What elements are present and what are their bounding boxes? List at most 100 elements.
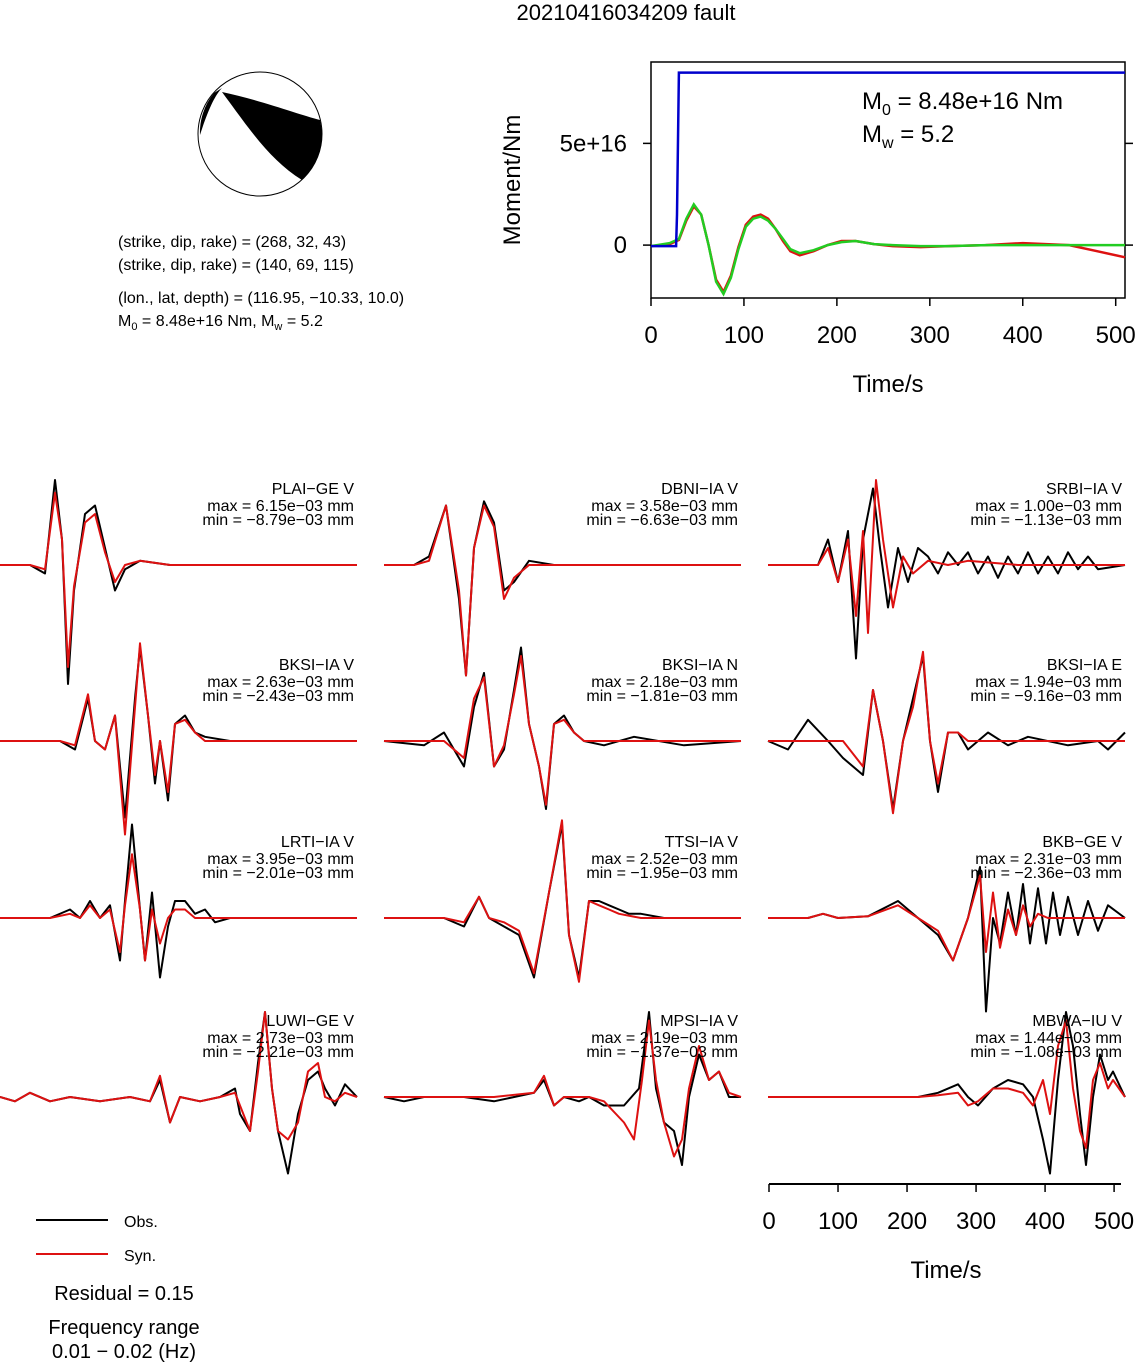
frequency-range-label: Frequency range	[48, 1317, 199, 1339]
waveform-min-label: min = −2.43e−03 mm	[202, 688, 354, 705]
waveform-x-axis-label: Time/s	[910, 1257, 981, 1284]
beachball-compressional-quadrant-2	[199, 88, 222, 135]
waveform-min-label: min = −6.63e−03 mm	[586, 512, 738, 529]
waveform-station-label: MPSI−IA V	[660, 1013, 738, 1030]
synthetic-trace	[768, 479, 1125, 634]
synthetic-trace	[768, 874, 1125, 962]
moment-series-2	[650, 204, 1126, 295]
waveform-station-label: PLAI−GE V	[272, 481, 355, 498]
waveform-max-label: max = 2.19e−03 mm	[591, 1030, 738, 1047]
waveform-max-label: max = 1.94e−03 mm	[975, 674, 1122, 691]
waveform-max-label: max = 1.00e−03 mm	[975, 498, 1122, 515]
waveform-min-label: min = −8.79e−03 mm	[202, 512, 354, 529]
legend-syn-label: Syn.	[124, 1248, 156, 1265]
waveform-station-label: BKB−GE V	[1042, 834, 1122, 851]
waveform-min-label: min = −1.37e−03 mm	[586, 1044, 738, 1061]
waveform-min-label: min = −1.95e−03 mm	[586, 865, 738, 882]
waveform-min-label: min = −9.16e−03 mm	[970, 688, 1122, 705]
mechanism-line-2: (strike, dip, rake) = (140, 69, 115)	[118, 257, 354, 274]
waveform-station-label: BKSI−IA E	[1047, 657, 1122, 674]
waveform-max-label: max = 2.73e−03 mm	[207, 1030, 354, 1047]
synthetic-trace	[384, 819, 741, 983]
waveform-min-label: min = −2.21e−03 mm	[202, 1044, 354, 1061]
waveform-max-label: max = 2.31e−03 mm	[975, 851, 1122, 868]
moment-series-group	[650, 71, 1126, 297]
observed-trace	[383, 1011, 741, 1166]
moment-plot-frame	[650, 61, 1126, 299]
observed-trace	[768, 487, 1126, 660]
waveform-x-tick-label-100: 100	[818, 1208, 858, 1235]
synthetic-trace	[768, 1019, 1126, 1149]
synthetic-trace	[384, 655, 741, 806]
mechanism-text: (strike, dip, rake) = (268, 32, 43) (str…	[118, 234, 404, 333]
moment-x-tick-label-300: 300	[910, 322, 950, 349]
synthetic-trace	[0, 853, 357, 962]
waveform-max-label: max = 3.58e−03 mm	[591, 498, 738, 515]
waveform-min-label: min = −2.01e−03 mm	[202, 865, 354, 882]
waveform-min-label: min = −2.36e−03 mm	[970, 865, 1122, 882]
beachball-compressional-quadrant	[222, 92, 322, 180]
waveform-station-label: MBWA−IU V	[1032, 1013, 1122, 1030]
residual-text: Residual = 0.15	[54, 1283, 194, 1305]
observed-trace	[768, 866, 1126, 1013]
waveform-time-axis: 0 100 200 300 400 500	[762, 1183, 1134, 1235]
waveform-station-label: LRTI−IA V	[281, 834, 354, 851]
moment-y-axis-label: Moment/Nm	[499, 115, 526, 246]
waveform-station-label: DBNI−IA V	[661, 481, 738, 498]
moment-series-0	[651, 71, 1125, 248]
mechanism-line-4: M0 = 8.48e+16 Nm, Mw = 5.2	[118, 313, 323, 333]
waveform-station-label: BKSI−IA V	[279, 657, 354, 674]
synthetic-trace	[768, 650, 1125, 815]
legend-obs-label: Obs.	[124, 1214, 158, 1231]
waveform-x-tick-label-200: 200	[887, 1208, 927, 1235]
moment-y-tick-label-1: 5e+16	[560, 130, 627, 157]
moment-x-tick-label-0: 0	[644, 322, 657, 349]
moment-x-tick-label-100: 100	[724, 322, 764, 349]
moment-y-axis: 0 5e+16	[560, 130, 1133, 259]
waveform-station-label: LUWI−GE V	[266, 1013, 354, 1030]
waveform-max-label: max = 1.44e−03 mm	[975, 1030, 1122, 1047]
moment-x-axis-label: Time/s	[852, 371, 923, 398]
waveform-x-tick-label-300: 300	[956, 1208, 996, 1235]
waveform-station-label: BKSI−IA N	[662, 657, 738, 674]
moment-series-1	[650, 202, 1125, 297]
moment-x-tick-label-400: 400	[1003, 322, 1043, 349]
legend: Obs. Syn.	[36, 1214, 158, 1265]
waveform-station-label: SRBI−IA V	[1046, 481, 1122, 498]
moment-x-axis: 0 100 200 300 400 500	[644, 298, 1136, 349]
moment-x-tick-label-200: 200	[817, 322, 857, 349]
moment-annotation-m0: M0 = 8.48e+16 Nm	[862, 88, 1063, 119]
moment-annotation-mw: Mw = 5.2	[862, 121, 954, 152]
waveform-max-label: max = 2.52e−03 mm	[591, 851, 738, 868]
waveform-x-tick-label-500: 500	[1094, 1208, 1134, 1235]
synthetic-trace	[384, 1019, 742, 1158]
waveform-max-label: max = 2.63e−03 mm	[207, 674, 354, 691]
waveform-max-label: max = 3.95e−03 mm	[207, 851, 354, 868]
moment-rate-chart: 0 100 200 300 400 500 0 5e+16 Time/s Moment/Nm…	[499, 61, 1136, 398]
beachball	[197, 71, 323, 197]
moment-x-tick-label-500: 500	[1096, 322, 1136, 349]
mechanism-line-3: (lon., lat, depth) = (116.95, −10.33, 10…	[118, 290, 404, 307]
waveform-min-label: min = −1.81e−03 mm	[586, 688, 738, 705]
frequency-range-value: 0.01 − 0.02 (Hz)	[52, 1341, 196, 1363]
waveform-x-tick-label-400: 400	[1025, 1208, 1065, 1235]
waveform-max-label: max = 6.15e−03 mm	[207, 498, 354, 515]
waveform-max-label: max = 2.18e−03 mm	[591, 674, 738, 691]
mechanism-line-1: (strike, dip, rake) = (268, 32, 43)	[118, 234, 346, 251]
synthetic-trace	[0, 491, 357, 668]
waveform-min-label: min = −1.08e−03 mm	[970, 1044, 1122, 1061]
